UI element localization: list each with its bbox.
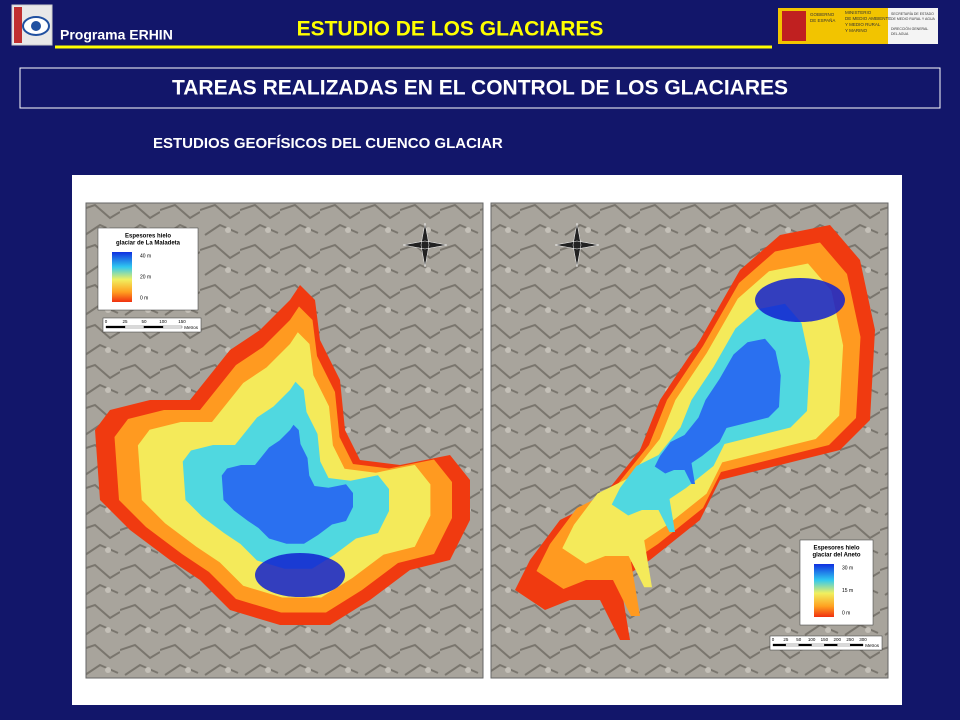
scale-label: 150 xyxy=(821,637,829,642)
north-arrow xyxy=(402,222,448,268)
scale-segment xyxy=(824,643,838,647)
scale-segment xyxy=(124,325,145,329)
legend-label: 0 m xyxy=(140,295,148,301)
scale-label: 50 xyxy=(141,319,147,324)
legend-title: Espesores hielo xyxy=(125,234,171,240)
scale-segment xyxy=(162,325,183,329)
program-name: Programa ERHIN xyxy=(60,27,173,43)
scale-segment xyxy=(849,643,864,647)
legend-title: glaciar del Aneto xyxy=(812,553,860,559)
scale-segment xyxy=(798,643,812,647)
ministry-text: MINISTERIO xyxy=(845,10,872,15)
deep-zone xyxy=(755,278,845,322)
legend-ramp xyxy=(814,564,834,617)
secretariat-text: DE MEDIO RURAL Y AGUA xyxy=(891,17,936,21)
legend-label: 15 m xyxy=(842,588,853,594)
ministry-text: DE ESPAÑA xyxy=(810,17,835,23)
scale-segment xyxy=(105,325,126,329)
legend-box xyxy=(799,539,874,626)
deep-zone xyxy=(255,553,345,597)
legend-label: 30 m xyxy=(842,565,853,571)
title-box xyxy=(19,67,941,109)
legend-label: 0 m xyxy=(842,610,850,616)
ministry-text: Y MEDIO RURAL xyxy=(845,22,881,27)
thickness-band xyxy=(654,338,781,484)
scale-segment xyxy=(837,643,851,647)
scale-segment xyxy=(772,643,787,647)
ministry-text: GOBIERNO xyxy=(810,12,835,17)
secretariat-text: DEL AGUA xyxy=(891,32,909,36)
ministry-text: Y MARINO xyxy=(845,28,868,33)
scale-box xyxy=(769,635,883,651)
scale-unit: Metros xyxy=(865,643,880,648)
north-arrow xyxy=(554,222,600,268)
legend-ramp xyxy=(112,252,132,302)
thickness-maps xyxy=(95,225,875,640)
slide-title: TAREAS REALIZADAS EN EL CONTROL DE LOS G… xyxy=(172,77,788,100)
scale-segment xyxy=(811,643,825,647)
scale-segment xyxy=(143,325,164,329)
scale-box xyxy=(102,317,202,333)
scale-label: 300 xyxy=(859,637,867,642)
scale-label: 25 xyxy=(783,637,789,642)
scale-unit: Metros xyxy=(184,325,199,330)
ministry-logo: GOBIERNO DE ESPAÑA MINISTERIO DE MEDIO A… xyxy=(778,8,938,44)
secretariat-text: DIRECCIÓN GENERAL xyxy=(891,26,928,31)
erhin-logo xyxy=(11,4,53,46)
header-title: ESTUDIO DE LOS GLACIARES xyxy=(297,18,604,41)
scale-segment xyxy=(785,643,799,647)
legend-title: Espesores hielo xyxy=(813,546,859,552)
scale-label: 150 xyxy=(178,319,186,324)
thickness-band xyxy=(221,424,353,544)
scale-label: 100 xyxy=(808,637,816,642)
scale-label: 200 xyxy=(834,637,842,642)
scale-label: 250 xyxy=(846,637,854,642)
scale-label: 100 xyxy=(159,319,167,324)
scale-label: 0 xyxy=(105,319,108,324)
scale-label: 25 xyxy=(122,319,128,324)
legend-label: 40 m xyxy=(140,253,151,259)
ministry-text: DE MEDIO AMBIENTE xyxy=(845,16,891,21)
slide-subtitle: ESTUDIOS GEOFÍSICOS DEL CUENCO GLACIAR xyxy=(153,135,503,152)
legend-label: 20 m xyxy=(140,274,151,280)
scale-label: 50 xyxy=(796,637,802,642)
scale-label: 0 xyxy=(772,637,775,642)
secretariat-text: SECRETARÍA DE ESTADO xyxy=(891,12,934,16)
legend-title: glaciar de La Maladeta xyxy=(116,241,181,247)
